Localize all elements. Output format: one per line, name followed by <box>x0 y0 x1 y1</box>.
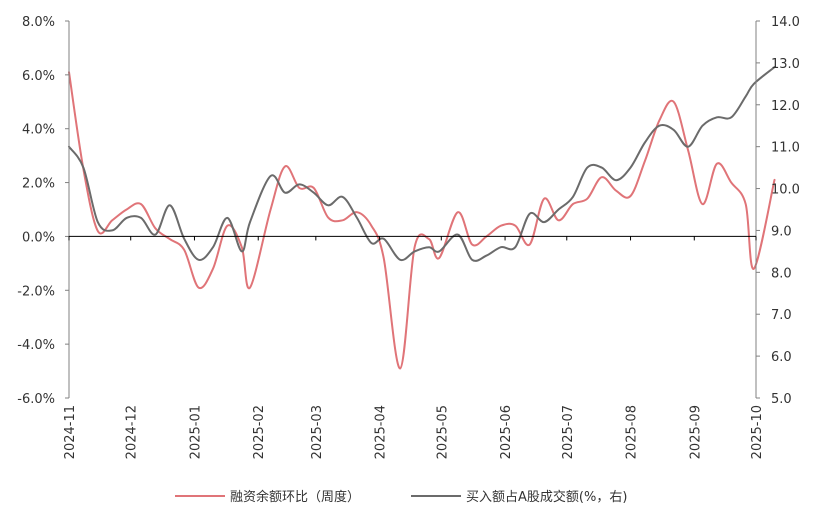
series-line-financing <box>68 71 776 370</box>
left-tick-label: 2.0% <box>22 177 55 192</box>
right-tick-label: 8.0 <box>771 266 792 281</box>
left-y-axis: 8.0% 6.0% 4.0% 2.0% 0.0% -2.0% -4.0% -6.0% <box>17 15 70 407</box>
right-tick-label: 10.0 <box>771 183 800 198</box>
right-y-axis: 14.0 13.0 12.0 11.0 10.0 9.0 8.0 7.0 6.0 5.0 <box>755 15 800 407</box>
x-tick-label: 2025-02 <box>252 405 267 459</box>
right-tick-label: 7.0 <box>771 308 792 323</box>
right-tick-label: 9.0 <box>771 224 792 239</box>
left-tick-label: 4.0% <box>22 123 55 138</box>
x-tick-label: 2025-08 <box>625 405 640 459</box>
x-axis: 2024-11 2024-12 2025-01 2025-02 2025-03 2025-… <box>63 235 765 459</box>
x-tick-label: 2025-09 <box>688 405 703 459</box>
right-tick-label: 13.0 <box>771 57 800 72</box>
right-tick-label: 14.0 <box>771 15 800 30</box>
x-tick-label: 2025-01 <box>188 405 203 459</box>
plot-area <box>68 66 776 370</box>
series-line-buy-ratio <box>68 66 776 262</box>
left-tick-label: -6.0% <box>17 392 55 407</box>
x-tick-label: 2025-04 <box>374 405 389 459</box>
legend: 融资余额环比（周度） 买入额占A股成交额(%，右) <box>175 489 627 505</box>
left-tick-label: 0.0% <box>22 230 55 245</box>
x-tick-label: 2025-03 <box>310 405 325 459</box>
x-tick-label: 2025-07 <box>561 405 576 459</box>
left-tick-label: -2.0% <box>17 284 55 299</box>
right-tick-label: 11.0 <box>771 141 800 156</box>
x-tick-label: 2025-05 <box>435 405 450 459</box>
right-tick-label: 12.0 <box>771 99 800 114</box>
left-tick-label: 8.0% <box>22 15 55 30</box>
left-tick-label: 6.0% <box>22 69 55 84</box>
right-tick-label: 6.0 <box>771 350 792 365</box>
x-tick-label: 2024-11 <box>63 405 78 459</box>
legend-label-financing: 融资余额环比（周度） <box>230 489 360 505</box>
x-tick-label: 2024-12 <box>125 405 140 459</box>
left-tick-label: -4.0% <box>17 338 55 353</box>
legend-label-buy-ratio: 买入额占A股成交额(%，右) <box>466 489 627 505</box>
x-tick-label: 2025-06 <box>499 405 514 459</box>
x-tick-label: 2025-10 <box>750 405 765 459</box>
right-tick-label: 5.0 <box>771 392 792 407</box>
